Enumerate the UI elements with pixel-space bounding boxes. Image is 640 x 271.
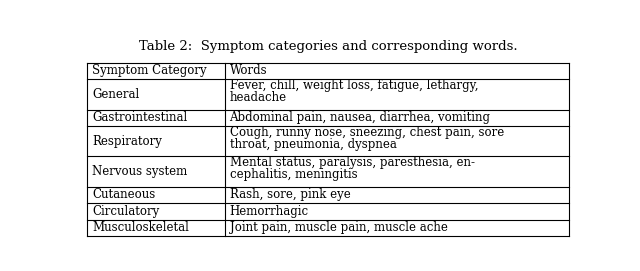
Text: Hemorrhagic: Hemorrhagic xyxy=(230,205,308,218)
Text: General: General xyxy=(92,88,140,101)
Text: Rash, sore, pink eye: Rash, sore, pink eye xyxy=(230,188,350,201)
Text: Cough, runny nose, sneezing, chest pain, sore: Cough, runny nose, sneezing, chest pain,… xyxy=(230,126,504,139)
Text: cephalitis, meningitis: cephalitis, meningitis xyxy=(230,168,357,181)
Text: throat, pneumonia, dyspnea: throat, pneumonia, dyspnea xyxy=(230,138,396,151)
Text: Table 2:  Symptom categories and corresponding words.: Table 2: Symptom categories and correspo… xyxy=(139,40,517,53)
Text: Mental status, paralysis, paresthesia, en-: Mental status, paralysis, paresthesia, e… xyxy=(230,156,474,169)
Text: Fever, chill, weight loss, fatigue, lethargy,: Fever, chill, weight loss, fatigue, leth… xyxy=(230,79,478,92)
Text: Gastrointestinal: Gastrointestinal xyxy=(92,111,188,124)
Text: Symptom Category: Symptom Category xyxy=(92,64,207,78)
Text: Words: Words xyxy=(230,64,267,78)
Text: Abdominal pain, nausea, diarrhea, vomiting: Abdominal pain, nausea, diarrhea, vomiti… xyxy=(230,111,490,124)
Text: Nervous system: Nervous system xyxy=(92,165,188,178)
Text: Joint pain, muscle pain, muscle ache: Joint pain, muscle pain, muscle ache xyxy=(230,221,447,234)
Text: Musculoskeletal: Musculoskeletal xyxy=(92,221,189,234)
Text: headache: headache xyxy=(230,91,287,104)
Text: Circulatory: Circulatory xyxy=(92,205,159,218)
Text: Respiratory: Respiratory xyxy=(92,135,163,148)
Text: Cutaneous: Cutaneous xyxy=(92,188,156,201)
